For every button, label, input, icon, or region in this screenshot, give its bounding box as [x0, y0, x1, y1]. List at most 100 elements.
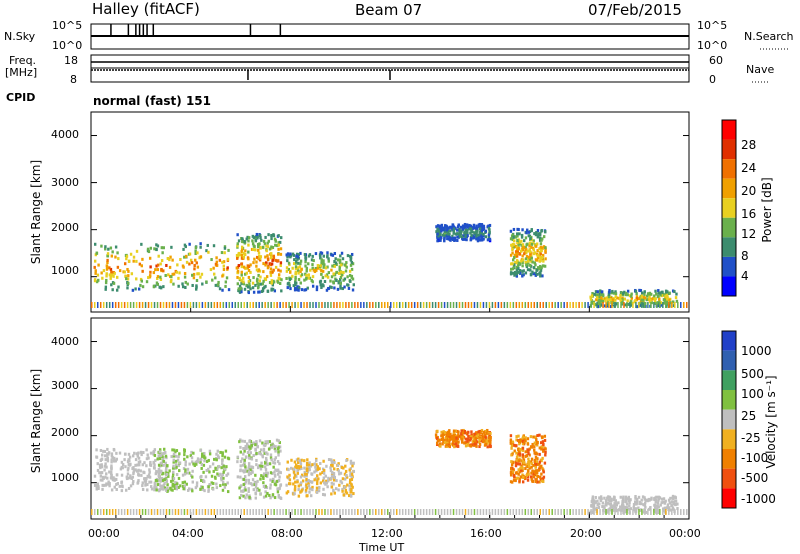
velocity-cell	[165, 472, 169, 476]
power-cell	[605, 296, 608, 300]
power-cell	[452, 230, 455, 234]
velocity-cell	[259, 448, 263, 452]
velocity-cell	[440, 430, 443, 434]
power-cell	[271, 259, 274, 263]
power-cell	[609, 305, 613, 309]
power-cell	[300, 288, 304, 292]
power-cell	[515, 252, 518, 256]
power-cell	[96, 273, 100, 277]
velocity-cell	[625, 499, 628, 503]
velocity-cell	[486, 428, 489, 432]
velocity-cell	[256, 466, 260, 470]
velocity-cell	[158, 489, 161, 493]
power-cell	[494, 302, 497, 308]
velocity-cell	[254, 443, 257, 447]
power-cell	[185, 260, 189, 264]
velocity-cell	[244, 496, 247, 500]
power-cell	[650, 302, 652, 308]
velocity-cell	[509, 471, 513, 475]
velocity-cell	[479, 509, 482, 515]
velocity-cell	[670, 500, 674, 504]
velocity-cell	[99, 463, 102, 467]
velocity-cell	[129, 484, 133, 488]
power-cell	[485, 302, 488, 308]
velocity-cell	[672, 496, 675, 500]
power-cell	[106, 258, 109, 262]
velocity-cell	[212, 481, 215, 485]
velocity-cell	[348, 509, 350, 515]
velocity-cell	[297, 484, 300, 488]
velocity-cell	[156, 470, 159, 474]
velocity-cell	[673, 495, 677, 499]
power-cell	[538, 233, 542, 237]
power-cell	[221, 288, 224, 292]
power-cell	[629, 302, 631, 308]
power-cell	[115, 288, 119, 292]
power-cell	[236, 269, 240, 273]
velocity-cell	[157, 478, 161, 482]
velocity-cell	[104, 475, 107, 479]
velocity-cell	[615, 502, 618, 506]
velocity-cell	[130, 476, 133, 480]
power-cell	[517, 243, 520, 247]
velocity-cell	[297, 494, 301, 498]
power-cell	[510, 243, 513, 247]
power-cell	[201, 302, 204, 308]
power-cell	[539, 256, 542, 260]
power-cell	[540, 255, 544, 259]
velocity-cell	[188, 462, 191, 466]
power-cell	[339, 286, 342, 290]
power-cell	[154, 284, 157, 288]
power-cell	[542, 302, 544, 308]
velocity-cell	[457, 433, 460, 437]
power-cell	[654, 289, 657, 293]
velocity-cell	[102, 509, 105, 515]
velocity-cell	[518, 442, 521, 446]
power-cell	[280, 278, 283, 282]
power-cell	[152, 271, 156, 275]
power-cell	[210, 302, 213, 308]
power-cell	[114, 302, 117, 308]
power-cell	[287, 261, 291, 265]
power-cell	[266, 241, 269, 245]
velocity-cell	[466, 432, 469, 436]
power-cell	[289, 254, 293, 258]
velocity-cell	[203, 489, 206, 493]
velocity-cell	[523, 441, 526, 445]
velocity-cell	[526, 465, 530, 469]
power-cell	[516, 263, 520, 267]
velocity-cell	[240, 493, 243, 497]
velocity-cell	[313, 462, 316, 466]
power-cell	[239, 253, 242, 257]
velocity-cell	[467, 443, 470, 447]
power-cell	[521, 302, 524, 308]
power-cell	[538, 247, 541, 251]
power-cell	[322, 265, 325, 269]
velocity-cell	[279, 484, 282, 488]
velocity-cell	[101, 478, 104, 482]
power-cell	[527, 234, 531, 238]
velocity-cell	[602, 505, 605, 509]
velocity-cell	[203, 480, 206, 484]
velocity-cell	[509, 480, 513, 484]
power-cell	[94, 271, 97, 275]
velocity-cell	[641, 509, 643, 515]
power-cell	[245, 283, 249, 287]
power-cell	[245, 237, 248, 241]
power-cell	[539, 245, 543, 249]
power-cell	[303, 252, 307, 256]
velocity-cell	[331, 460, 334, 464]
power-cell	[458, 234, 461, 238]
velocity-cell	[319, 462, 322, 466]
power-cell	[541, 246, 544, 250]
velocity-cell	[297, 461, 300, 465]
velocity-cell	[239, 438, 242, 442]
velocity-cell	[115, 488, 118, 492]
power-cell	[104, 285, 108, 289]
power-cell	[470, 237, 473, 241]
power-cell	[168, 258, 171, 262]
velocity-cell	[619, 505, 622, 509]
velocity-cell	[239, 475, 242, 479]
velocity-cell	[278, 445, 282, 449]
power-cell	[544, 249, 547, 253]
